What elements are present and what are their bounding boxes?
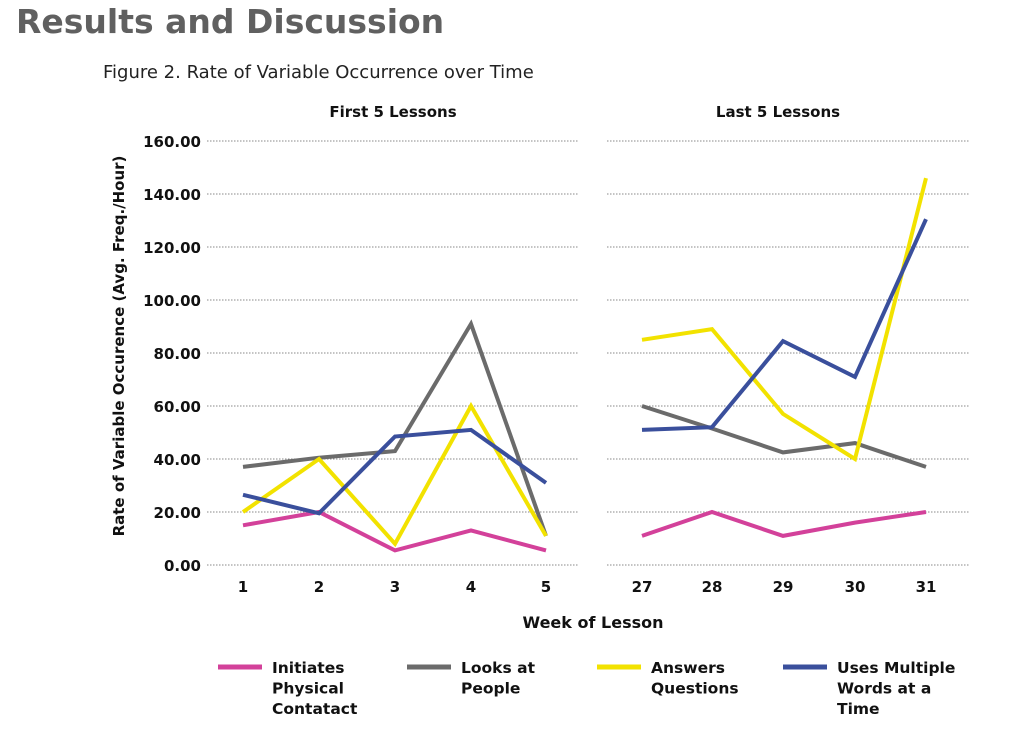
y-tick-label: 60.00 [154, 398, 201, 416]
legend-label-uses: Words at a [837, 680, 931, 698]
y-tick-label: 140.00 [143, 186, 201, 204]
series-line-answers [241, 401, 548, 548]
y-tick-label: 40.00 [154, 451, 201, 469]
x-tick-label: 28 [702, 578, 723, 596]
legend-label-looks: Looks at [461, 659, 536, 677]
legend-label-initiates: Initiates [272, 659, 344, 677]
y-tick-label: 100.00 [143, 292, 201, 310]
y-tick-label: 0.00 [164, 557, 201, 575]
legend-label-uses: Time [837, 700, 880, 718]
x-tick-label: 4 [466, 578, 476, 596]
legend-label-looks: People [461, 680, 520, 698]
legend-label-answers: Questions [651, 680, 739, 698]
series-line-initiates [641, 509, 927, 538]
legend-label-uses: Uses Multiple [837, 659, 955, 677]
y-tick-label: 160.00 [143, 133, 201, 151]
x-tick-label: 5 [541, 578, 551, 596]
y-tick-label: 20.00 [154, 504, 201, 522]
series-line-looks [242, 319, 548, 537]
y-tick-label: 80.00 [154, 345, 201, 363]
series-line-looks [641, 404, 927, 469]
legend-label-initiates: Contatact [272, 700, 358, 718]
legend-label-answers: Answers [651, 659, 725, 677]
x-tick-label: 30 [845, 578, 866, 596]
x-tick-label: 31 [916, 578, 937, 596]
x-tick-label: 3 [390, 578, 400, 596]
series-line-uses [242, 427, 548, 516]
x-axis-label: Week of Lesson [523, 613, 664, 632]
series-line-answers [641, 177, 928, 463]
panel-title: First 5 Lessons [329, 103, 456, 121]
y-axis-label: Rate of Variable Occurence (Avg. Freq./H… [110, 156, 128, 537]
panel-title: Last 5 Lessons [716, 103, 840, 121]
x-tick-label: 27 [632, 578, 653, 596]
figure-caption: Figure 2. Rate of Variable Occurrence ov… [103, 62, 534, 83]
x-tick-label: 1 [238, 578, 248, 596]
x-tick-label: 29 [773, 578, 794, 596]
x-tick-label: 2 [314, 578, 324, 596]
page-heading: Results and Discussion [16, 2, 445, 41]
y-tick-label: 120.00 [143, 239, 201, 257]
series-line-uses [641, 218, 928, 432]
legend-label-initiates: Physical [272, 680, 344, 698]
series-line-initiates [242, 509, 547, 553]
